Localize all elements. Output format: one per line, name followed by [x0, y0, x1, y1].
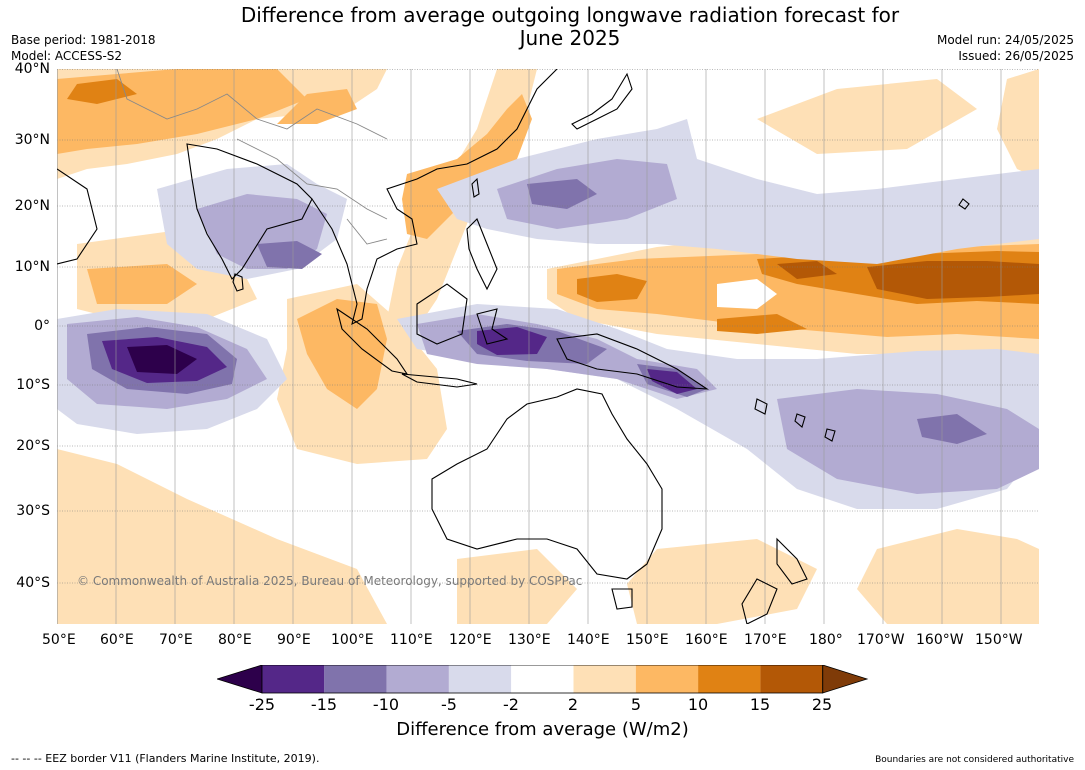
eez-legend: -- -- -- EEZ border V11 (Flanders Marine… — [11, 752, 320, 765]
colorbar-bin-4 — [448, 665, 512, 693]
lon-label-100e: 100°E — [331, 632, 374, 648]
anomaly-brown — [777, 261, 1039, 299]
colorbar-bin-6 — [573, 665, 636, 693]
colorbar-low-extend — [217, 665, 263, 694]
anomaly-darkest — [127, 345, 197, 374]
title-line-1: Difference from average outgoing longwav… — [240, 3, 900, 27]
colorbar-tick-4: -5 — [441, 695, 457, 714]
lon-label-150e: 150°E — [626, 632, 669, 648]
colorbar-bin-5 — [511, 665, 574, 693]
lat-label-40s: 40°S — [16, 575, 50, 591]
colorbar-bin-8 — [698, 665, 761, 693]
colorbar-tick-8: 10 — [687, 695, 709, 714]
colorbar — [217, 665, 869, 694]
lon-label-60e: 60°E — [100, 632, 134, 648]
lon-label-120e: 120°E — [449, 632, 492, 648]
colorbar-bin-2 — [324, 665, 387, 693]
colorbar-tick-9: 15 — [749, 695, 771, 714]
title-line-2: June 2025 — [519, 26, 621, 50]
base-period: Base period: 1981-2018 — [11, 33, 156, 47]
copyright-text: © Commonwealth of Australia 2025, Bureau… — [77, 574, 583, 588]
lon-label-70e: 70°E — [159, 632, 193, 648]
lon-label-80e: 80°E — [218, 632, 252, 648]
lat-label-0: 0° — [34, 318, 50, 334]
forecast-map — [57, 69, 1039, 624]
lat-label-10n: 10°N — [14, 259, 50, 275]
colorbar-tick-5: -2 — [503, 695, 519, 714]
coastlines — [57, 69, 970, 624]
model-run: Model run: 24/05/2025 — [936, 33, 1074, 47]
meta-left: Base period: 1981-2018 Model: ACCESS-S2 — [11, 32, 156, 64]
lat-label-10s: 10°S — [16, 377, 50, 393]
map-title: Difference from average outgoing longwav… — [150, 4, 990, 50]
colorbar-tick-7: 5 — [630, 695, 642, 714]
lat-label-30s: 30°S — [16, 503, 50, 519]
lon-label-170w: 170°W — [857, 632, 905, 648]
colorbar-bin-3 — [386, 665, 449, 693]
colorbar-tick-10: 25 — [811, 695, 833, 714]
lon-label-170e: 170°E — [744, 632, 787, 648]
colorbar-title: Difference from average (W/m2) — [396, 719, 689, 740]
colorbar-bin-9 — [760, 665, 823, 693]
colorbar-high-extend — [822, 665, 869, 694]
lon-label-140e: 140°E — [567, 632, 610, 648]
colorbar-tick-1: -25 — [248, 695, 276, 714]
issued-date: Issued: 26/05/2025 — [958, 49, 1074, 63]
colorbar-bin-7 — [635, 665, 699, 693]
colorbar-tick-6: 2 — [567, 695, 579, 714]
lon-label-110e: 110°E — [390, 632, 433, 648]
boundaries-disclaimer: Boundaries are not considered authoritat… — [875, 755, 1074, 765]
lon-label-160w: 160°W — [916, 632, 964, 648]
lat-label-40n: 40°N — [14, 61, 50, 77]
graticule — [57, 69, 1039, 584]
colorbar-tick-2: -15 — [310, 695, 338, 714]
lat-label-20s: 20°S — [16, 438, 50, 454]
country-borders — [116, 69, 388, 245]
lon-label-130e: 130°E — [508, 632, 551, 648]
meta-right: Model run: 24/05/2025 Issued: 26/05/2025 — [937, 32, 1074, 64]
lat-label-30n: 30°N — [14, 132, 50, 148]
lon-label-180: 180° — [809, 632, 843, 648]
colorbar-bin-1 — [262, 665, 325, 693]
meridians — [57, 69, 1002, 624]
lon-label-150w: 150°W — [975, 632, 1023, 648]
lon-label-50e: 50°E — [42, 632, 76, 648]
lat-label-20n: 20°N — [14, 198, 50, 214]
colorbar-tick-3: -10 — [372, 695, 400, 714]
lon-label-90e: 90°E — [277, 632, 311, 648]
model-name: Model: ACCESS-S2 — [11, 49, 123, 63]
lon-label-160e: 160°E — [685, 632, 728, 648]
